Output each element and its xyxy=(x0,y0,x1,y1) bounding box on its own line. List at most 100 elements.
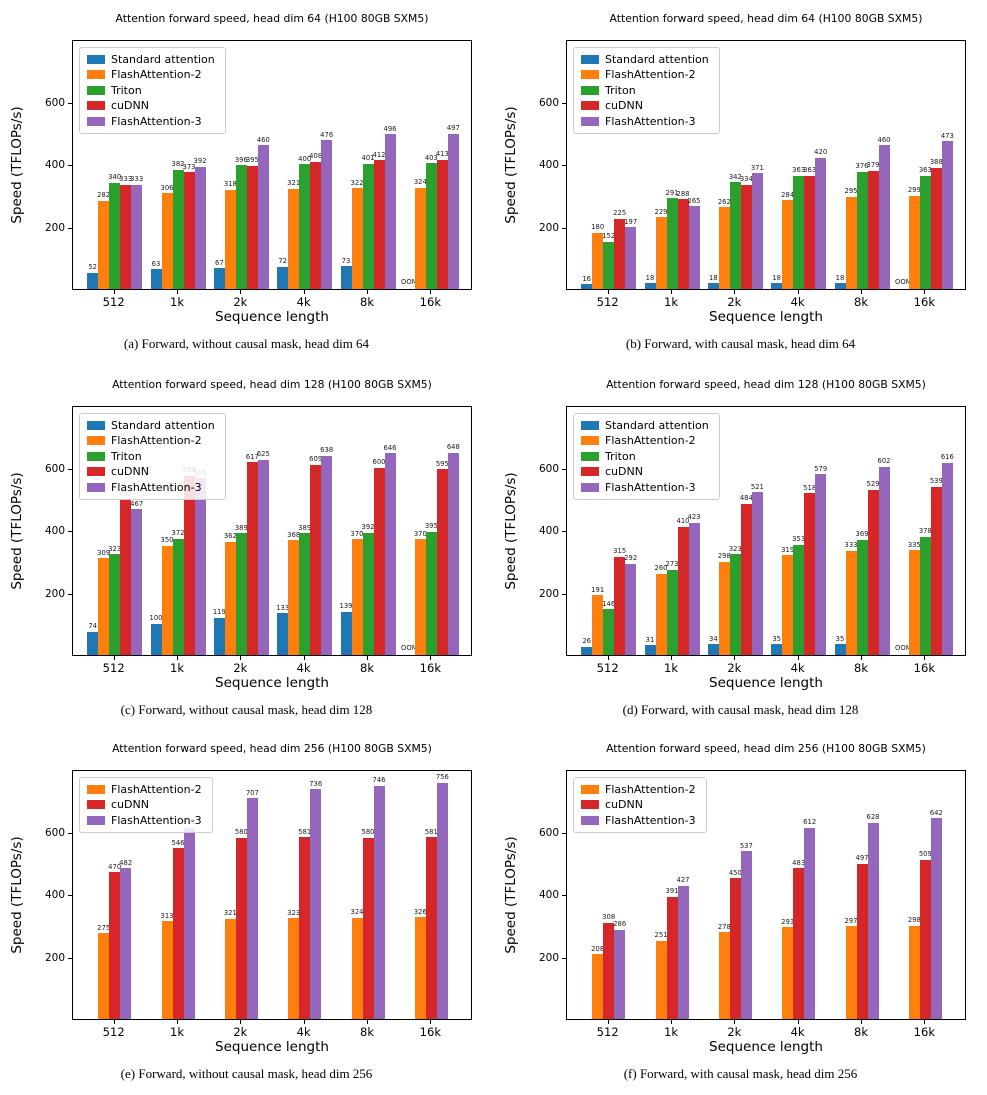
y-tick-mark xyxy=(68,957,72,959)
chart-panel-d: Attention forward speed, head dim 128 (H… xyxy=(494,366,987,728)
bar-value-label: 496 xyxy=(383,124,397,133)
y-tick-label: 600 xyxy=(538,462,559,475)
bar-value-label: 389 xyxy=(234,523,248,532)
bar-value-label: 372 xyxy=(171,529,185,538)
bar-cudnn xyxy=(425,837,437,1019)
x-tick-mark xyxy=(607,656,609,660)
bar-flashattention-3 xyxy=(751,492,763,655)
x-tick-mark xyxy=(734,1020,736,1024)
bar-value-label: 313 xyxy=(160,911,174,920)
bar-cudnn xyxy=(729,878,741,1019)
bar-value-label: 315 xyxy=(613,547,627,556)
bar-cudnn xyxy=(235,837,247,1019)
legend-item: FlashAttention-3 xyxy=(581,814,696,827)
bar-value-label: 638 xyxy=(320,446,334,455)
legend-label: Triton xyxy=(111,83,142,97)
bar-flashattention-3 xyxy=(614,929,626,1019)
bar-flashattention-3 xyxy=(321,455,333,655)
x-tick-label: 4k xyxy=(790,1025,805,1039)
bar-flashattention-3 xyxy=(373,785,385,1019)
legend-label: FlashAttention-3 xyxy=(605,114,696,128)
y-tick-label: 200 xyxy=(538,587,559,600)
bar-value-label: 617 xyxy=(245,452,259,461)
legend-item: Standard attention xyxy=(87,419,215,432)
bar-value-label: 265 xyxy=(687,196,701,205)
bar-cudnn xyxy=(804,493,816,655)
bar-value-label: 518 xyxy=(803,483,817,492)
legend-label: FlashAttention-3 xyxy=(111,813,202,827)
legend-label: Standard attention xyxy=(605,52,709,66)
bar-value-label: 382 xyxy=(171,160,185,169)
bar-value-label: 460 xyxy=(256,135,270,144)
bar-flashattention-3 xyxy=(194,166,206,289)
bar-flashattention-3 xyxy=(677,885,689,1019)
x-tick-mark xyxy=(113,290,115,294)
legend-swatch-icon xyxy=(581,85,599,95)
x-tick-mark xyxy=(797,290,799,294)
bar-value-label: 746 xyxy=(372,776,386,785)
legend-swatch-icon xyxy=(581,451,599,461)
bar-flashattention-3 xyxy=(310,789,322,1019)
bar-cudnn xyxy=(373,160,385,289)
bar-value-label: 262 xyxy=(717,197,731,206)
bar-value-label: 470 xyxy=(108,862,122,871)
bar-value-label: 392 xyxy=(193,157,207,165)
x-tick-mark xyxy=(924,656,926,660)
legend-swatch-icon xyxy=(581,482,599,492)
bar-standard-attention xyxy=(277,266,289,289)
bar-value-label: 602 xyxy=(877,457,891,466)
bar-flashattention-3 xyxy=(688,522,700,655)
bar-value-label: 521 xyxy=(750,482,764,491)
bar-value-label: 333 xyxy=(130,175,144,184)
x-tick-label: 8k xyxy=(854,661,868,675)
y-axis-label: Speed (TFLOPs/s) xyxy=(503,472,519,590)
bar-flashattention-2 xyxy=(161,545,173,655)
bar-value-label: 581 xyxy=(424,827,438,836)
legend-swatch-icon xyxy=(87,482,105,492)
y-tick-mark xyxy=(562,227,566,229)
bar-value-label: 73 xyxy=(341,256,351,265)
bar-value-label: 537 xyxy=(739,841,753,850)
bar-value-label: 427 xyxy=(676,876,690,885)
legend-swatch-icon xyxy=(87,800,105,810)
legend-item: Triton xyxy=(87,84,215,97)
legend-swatch-icon xyxy=(87,54,105,64)
y-axis-label: Speed (TFLOPs/s) xyxy=(503,836,519,954)
bar-value-label: 139 xyxy=(339,602,353,611)
x-tick-label: 512 xyxy=(596,295,619,309)
legend-swatch-icon xyxy=(581,70,599,80)
x-tick-mark xyxy=(240,1020,242,1024)
bar-value-label: 63 xyxy=(151,259,161,268)
x-tick-mark xyxy=(671,1020,672,1024)
x-tick-label: 16k xyxy=(419,661,441,675)
x-tick-label: 16k xyxy=(419,1025,441,1039)
bar-value-label: 379 xyxy=(866,161,880,170)
bar-value-label: 225 xyxy=(613,209,627,218)
bar-value-label: 319 xyxy=(781,545,795,554)
bar-standard-attention xyxy=(581,284,593,289)
bar-value-label: 298 xyxy=(717,552,731,561)
bar-value-label: 420 xyxy=(814,148,828,157)
x-tick-label: 1k xyxy=(664,1025,678,1039)
bar-cudnn xyxy=(677,526,689,655)
bar-value-label: 595 xyxy=(435,459,449,468)
bar-value-label: 483 xyxy=(792,858,806,867)
bar-value-label: 609 xyxy=(309,455,323,464)
x-axis-label: Sequence length xyxy=(709,675,823,691)
subfigure-caption: (b) Forward, with causal mask, head dim … xyxy=(625,336,856,351)
x-tick-label: 4k xyxy=(296,661,311,675)
bar-flashattention-3 xyxy=(867,822,879,1019)
y-tick-mark xyxy=(562,531,566,532)
bar-value-label: 288 xyxy=(676,189,690,198)
legend-swatch-icon xyxy=(581,420,599,430)
x-tick-label: 2k xyxy=(727,295,742,309)
bar-value-label: 395 xyxy=(424,522,438,531)
bar-value-label: 251 xyxy=(654,931,668,940)
legend-item: Triton xyxy=(87,450,215,463)
bar-value-label: 646 xyxy=(383,443,397,452)
x-tick-mark xyxy=(240,290,242,294)
bar-standard-attention xyxy=(213,617,225,655)
y-tick-mark xyxy=(68,895,72,896)
bar-value-label: 648 xyxy=(446,443,460,451)
bar-value-label: 335 xyxy=(907,540,921,549)
